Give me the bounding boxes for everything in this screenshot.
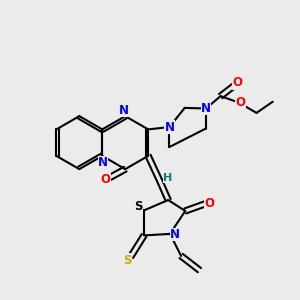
Text: N: N: [164, 121, 174, 134]
Text: S: S: [134, 200, 143, 213]
Text: N: N: [201, 102, 211, 115]
Text: O: O: [235, 96, 245, 109]
Text: S: S: [123, 254, 131, 267]
Text: N: N: [98, 156, 108, 169]
Text: O: O: [232, 76, 242, 89]
Text: O: O: [204, 197, 214, 210]
Text: N: N: [170, 228, 180, 241]
Text: O: O: [100, 173, 110, 186]
Text: N: N: [119, 104, 129, 117]
Text: H: H: [163, 173, 172, 183]
